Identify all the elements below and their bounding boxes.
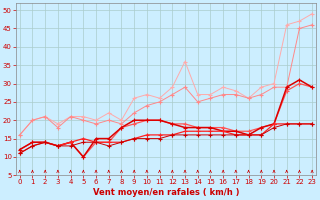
X-axis label: Vent moyen/en rafales ( km/h ): Vent moyen/en rafales ( km/h ) [93,188,239,197]
